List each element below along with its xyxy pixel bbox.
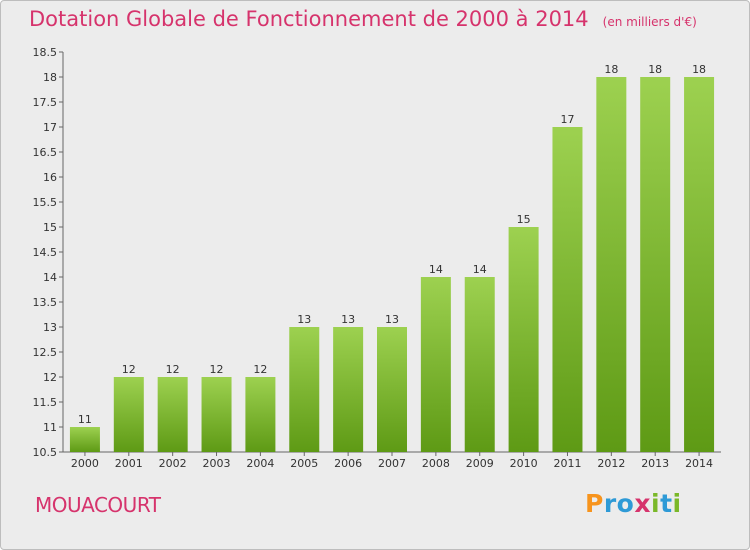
bar-value-label: 13 — [385, 313, 399, 326]
y-tick-label: 14 — [43, 271, 57, 284]
y-tick-label: 18 — [43, 71, 57, 84]
y-tick-label: 16 — [43, 171, 57, 184]
bar — [69, 427, 100, 452]
bar — [464, 277, 495, 452]
bar-value-label: 13 — [297, 313, 311, 326]
y-tick-label: 15 — [43, 221, 57, 234]
logo-letter: x — [634, 489, 651, 518]
logo-letter: i — [651, 489, 661, 518]
bar — [508, 227, 539, 452]
bar — [420, 277, 451, 452]
bar — [201, 377, 232, 452]
bar — [552, 127, 583, 452]
y-tick-label: 15.5 — [33, 196, 58, 209]
chart-title-text: Dotation Globale de Fonctionnement de 20… — [29, 7, 589, 31]
logo-letter: o — [616, 489, 635, 518]
bar-value-label: 17 — [560, 113, 574, 126]
bar — [333, 327, 364, 452]
x-tick-label: 2003 — [203, 457, 231, 470]
bar-value-label: 11 — [78, 413, 92, 426]
data-labels: 11 12 12 12 12 13 13 13 14 14 15 17 18 18 18 — [78, 63, 706, 426]
bar-value-label: 18 — [648, 63, 662, 76]
bar-value-label: 12 — [210, 363, 224, 376]
bar-value-label: 12 — [122, 363, 136, 376]
bar-value-label: 14 — [429, 263, 443, 276]
logo-letter: i — [672, 489, 682, 518]
chart-title: Dotation Globale de Fonctionnement de 20… — [29, 7, 697, 31]
logo-letter: P — [585, 489, 604, 518]
y-tick-label: 11 — [43, 421, 57, 434]
x-tick-label: 2013 — [641, 457, 669, 470]
x-tick-label: 2002 — [159, 457, 187, 470]
bar — [113, 377, 144, 452]
y-tick-label: 13 — [43, 321, 57, 334]
y-tick-label: 14.5 — [33, 246, 58, 259]
bar — [684, 77, 715, 452]
y-tick-label: 10.5 — [33, 446, 58, 459]
y-tick-label: 12.5 — [33, 346, 58, 359]
axes: 10.5 11 11.5 12 12.5 13 13.5 14 14.5 15 15.5 16 16.5… — [33, 46, 721, 470]
bar — [377, 327, 407, 452]
x-tick-label: 2014 — [685, 457, 713, 470]
bar — [596, 77, 627, 452]
bar-value-label: 12 — [166, 363, 180, 376]
y-tick-label: 11.5 — [33, 396, 58, 409]
bars — [69, 77, 715, 452]
bar-value-label: 15 — [517, 213, 531, 226]
x-tick-label: 2000 — [71, 457, 99, 470]
bar — [157, 377, 188, 452]
logo-letter: r — [603, 489, 617, 518]
bar-value-label: 18 — [604, 63, 618, 76]
x-tick-label: 2006 — [334, 457, 362, 470]
x-tick-label: 2004 — [246, 457, 274, 470]
y-tick-label: 12 — [43, 371, 57, 384]
y-tick-label: 16.5 — [33, 146, 58, 159]
unit-note: (en milliers d'€) — [602, 15, 697, 29]
x-tick-label: 2005 — [290, 457, 318, 470]
bar-value-label: 14 — [473, 263, 487, 276]
logo-letter: t — [660, 489, 673, 518]
y-tick-label: 13.5 — [33, 296, 58, 309]
bar-value-label: 18 — [692, 63, 706, 76]
commune-name: MOUACOURT — [35, 493, 161, 517]
x-tick-label: 2008 — [422, 457, 450, 470]
y-tick-label: 17 — [43, 121, 57, 134]
y-tick-label: 18.5 — [33, 46, 58, 59]
proxiti-logo: Proxiti — [585, 489, 682, 518]
x-tick-label: 2001 — [115, 457, 143, 470]
bar — [289, 327, 320, 452]
x-tick-label: 2010 — [510, 457, 538, 470]
bar-value-label: 12 — [253, 363, 267, 376]
x-tick-label: 2009 — [466, 457, 494, 470]
x-tick-label: 2011 — [553, 457, 581, 470]
bar — [640, 77, 671, 452]
bar — [245, 377, 276, 452]
x-tick-label: 2012 — [597, 457, 625, 470]
y-tick-label: 17.5 — [33, 96, 58, 109]
bar-value-label: 13 — [341, 313, 355, 326]
x-tick-label: 2007 — [378, 457, 406, 470]
